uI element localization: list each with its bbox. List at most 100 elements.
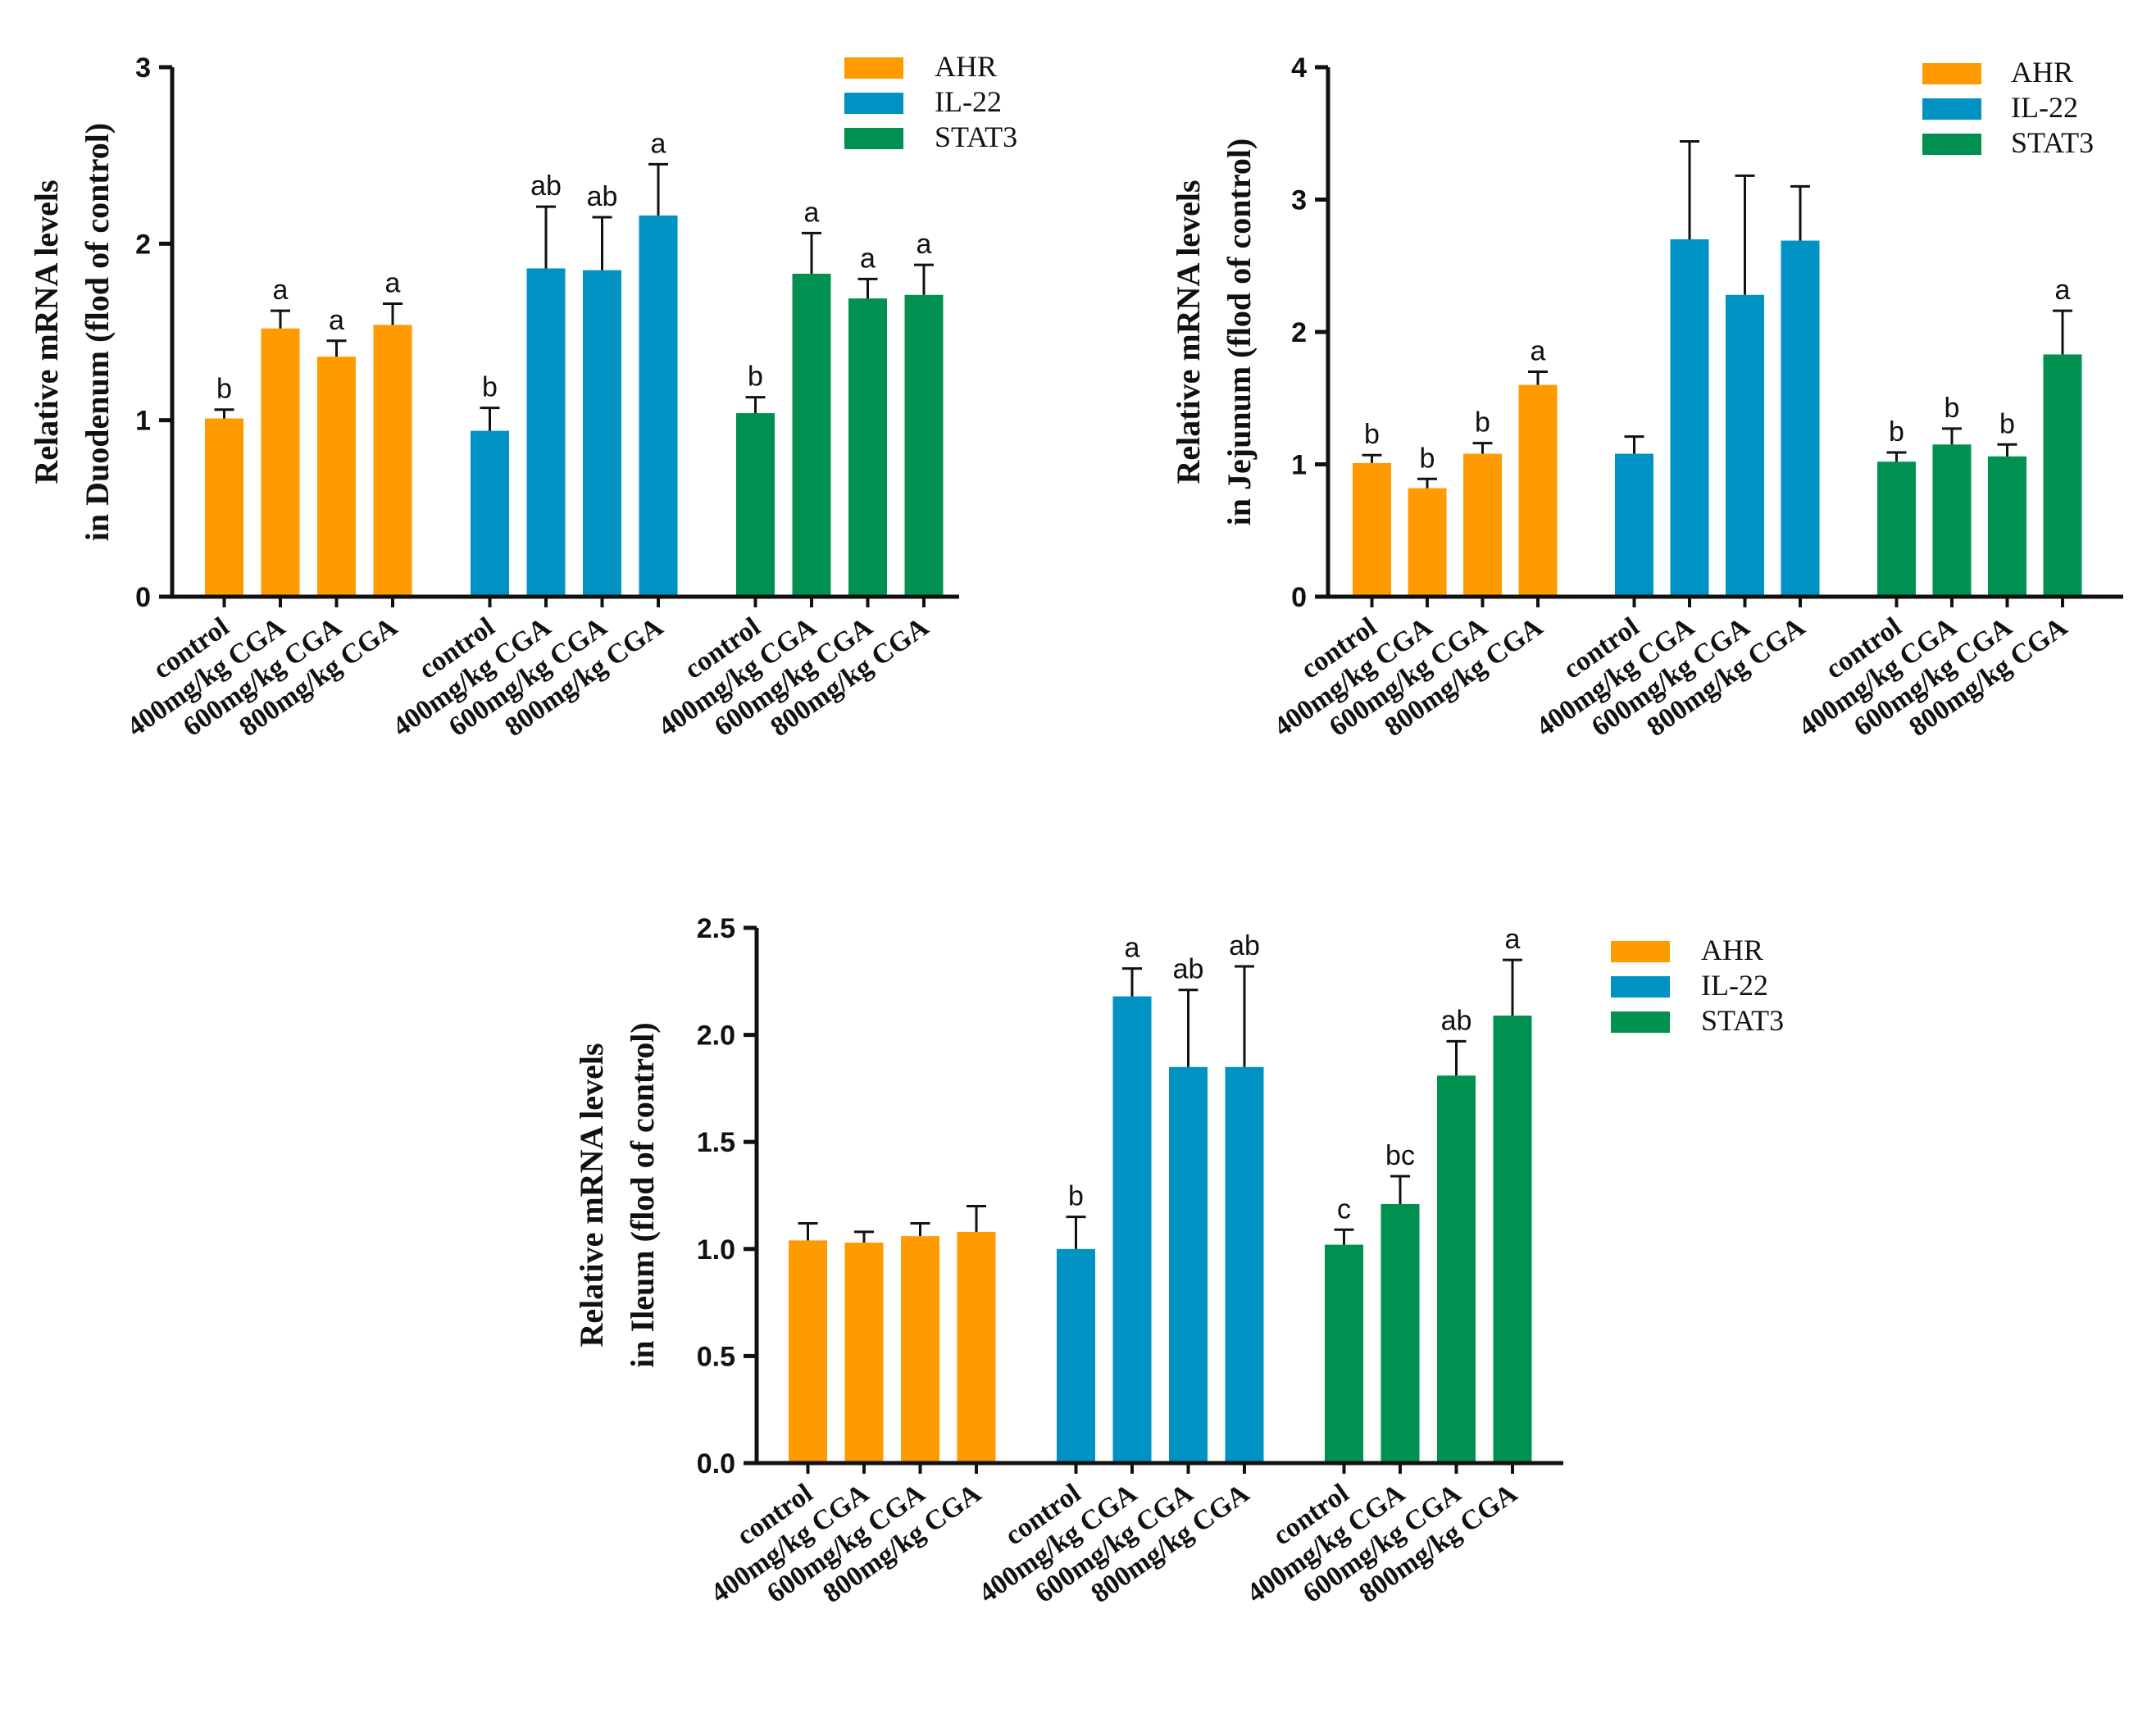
- significance-label: b: [1364, 419, 1380, 450]
- significance-label: b: [216, 374, 232, 405]
- y-tick-label: 4: [1291, 52, 1307, 84]
- y-tick-label: 1.5: [697, 1127, 735, 1158]
- bar-il-22-control: [1615, 453, 1653, 597]
- bar-ahr-600mg-kg-cga: [317, 357, 356, 597]
- bar-stat3-800mg-kg-cga: [1493, 1016, 1532, 1463]
- significance-label: b: [1475, 407, 1490, 439]
- bar-stat3-600mg-kg-cga: [1437, 1075, 1476, 1463]
- y-axis-title-line1: Relative mRNA levels: [1170, 180, 1207, 484]
- bar-il-22-400mg-kg-cga: [1112, 996, 1152, 1463]
- legend-swatch-il-22: [1611, 976, 1670, 998]
- significance-label: b: [1068, 1181, 1084, 1212]
- significance-label: b: [1420, 443, 1435, 474]
- y-tick-label: 1: [1291, 450, 1307, 481]
- legend-label-stat3: STAT3: [1701, 1004, 1784, 1037]
- significance-label: a: [385, 268, 401, 299]
- y-tick-label: 0: [135, 582, 151, 613]
- significance-label: ab: [1441, 1005, 1472, 1036]
- significance-label: c: [1337, 1193, 1351, 1225]
- y-tick-label: 0.5: [697, 1341, 735, 1372]
- significance-label: a: [329, 305, 344, 336]
- significance-label: a: [1125, 933, 1140, 964]
- legend-swatch-stat3: [1611, 1011, 1670, 1033]
- y-tick-label: 0.0: [697, 1448, 735, 1479]
- bar-ahr-800mg-kg-cga: [1518, 384, 1558, 597]
- bar-il-22-800mg-kg-cga: [1225, 1066, 1264, 1463]
- bar-ahr-800mg-kg-cga: [373, 325, 412, 597]
- significance-label: a: [273, 275, 289, 306]
- significance-label: ab: [1229, 930, 1260, 961]
- y-tick-label: 2: [1291, 317, 1307, 348]
- bar-ahr-800mg-kg-cga: [957, 1231, 996, 1463]
- y-tick-label: 2.5: [697, 913, 735, 944]
- bar-il-22-600mg-kg-cga: [1169, 1066, 1208, 1463]
- bar-il-22-control: [1057, 1248, 1095, 1463]
- significance-label: a: [860, 243, 876, 274]
- significance-label: b: [1889, 416, 1904, 448]
- legend-label-stat3: STAT3: [935, 120, 1017, 153]
- significance-label: b: [748, 361, 763, 393]
- significance-label: b: [1999, 408, 2015, 439]
- bar-ahr-600mg-kg-cga: [1463, 453, 1502, 597]
- bar-ahr-control: [1353, 462, 1391, 597]
- bar-il-22-400mg-kg-cga: [526, 268, 566, 597]
- bar-stat3-400mg-kg-cga: [792, 273, 831, 597]
- significance-label: a: [1505, 924, 1521, 955]
- y-axis-title-line1: Relative mRNA levels: [573, 1043, 610, 1347]
- bar-ahr-400mg-kg-cga: [1408, 488, 1447, 597]
- y-axis-title-line2: in Duodenum (flod of control): [79, 123, 116, 541]
- legend-swatch-ahr: [844, 57, 903, 79]
- legend-label-il-22: IL-22: [935, 85, 1002, 118]
- legend-label-il-22: IL-22: [1701, 969, 1768, 1002]
- y-tick-label: 2.0: [697, 1020, 735, 1052]
- y-tick-label: 0: [1291, 582, 1307, 613]
- bar-ahr-600mg-kg-cga: [901, 1236, 939, 1463]
- legend-label-stat3: STAT3: [2011, 126, 2094, 159]
- significance-label: a: [2055, 275, 2071, 306]
- significance-label: a: [917, 229, 932, 260]
- bar-stat3-control: [1325, 1244, 1363, 1463]
- bar-il-22-600mg-kg-cga: [583, 270, 621, 597]
- legend-label-il-22: IL-22: [2011, 91, 2078, 124]
- legend-swatch-stat3: [1922, 134, 1981, 155]
- y-tick-label: 1.0: [697, 1234, 735, 1266]
- legend-label-ahr: AHR: [2011, 56, 2073, 89]
- bar-il-22-control: [471, 430, 509, 597]
- bar-stat3-400mg-kg-cga: [1380, 1203, 1420, 1463]
- bar-stat3-600mg-kg-cga: [848, 298, 887, 597]
- legend-swatch-il-22: [1922, 98, 1981, 120]
- bar-il-22-400mg-kg-cga: [1670, 239, 1709, 597]
- y-tick-label: 2: [135, 229, 151, 260]
- significance-label: b: [1944, 393, 1960, 424]
- significance-label: ab: [1173, 954, 1204, 985]
- bar-stat3-800mg-kg-cga: [2043, 354, 2082, 597]
- legend-label-ahr: AHR: [935, 50, 997, 83]
- legend-swatch-stat3: [844, 128, 903, 149]
- y-axis-title-line2: in Jejunum (flod of control): [1221, 139, 1258, 526]
- bar-il-22-800mg-kg-cga: [639, 215, 678, 597]
- y-tick-label: 1: [135, 406, 151, 437]
- legend-swatch-ahr: [1922, 63, 1981, 84]
- bar-ahr-400mg-kg-cga: [844, 1242, 884, 1463]
- bar-ahr-control: [205, 418, 243, 597]
- significance-label: a: [651, 128, 666, 159]
- bar-stat3-control: [736, 413, 775, 597]
- significance-label: b: [482, 372, 498, 403]
- bar-stat3-400mg-kg-cga: [1932, 444, 1972, 597]
- significance-label: ab: [587, 181, 618, 212]
- significance-label: a: [804, 197, 820, 228]
- legend-label-ahr: AHR: [1701, 934, 1763, 966]
- significance-label: a: [1531, 335, 1546, 366]
- bar-stat3-800mg-kg-cga: [904, 294, 944, 597]
- significance-label: bc: [1385, 1140, 1415, 1171]
- legend-swatch-il-22: [844, 93, 903, 114]
- bar-stat3-control: [1877, 461, 1916, 597]
- significance-label: ab: [530, 170, 562, 202]
- y-axis-title-line2: in Ileum (flod of control): [624, 1022, 661, 1367]
- bar-ahr-400mg-kg-cga: [261, 328, 300, 597]
- y-tick-label: 3: [135, 52, 151, 84]
